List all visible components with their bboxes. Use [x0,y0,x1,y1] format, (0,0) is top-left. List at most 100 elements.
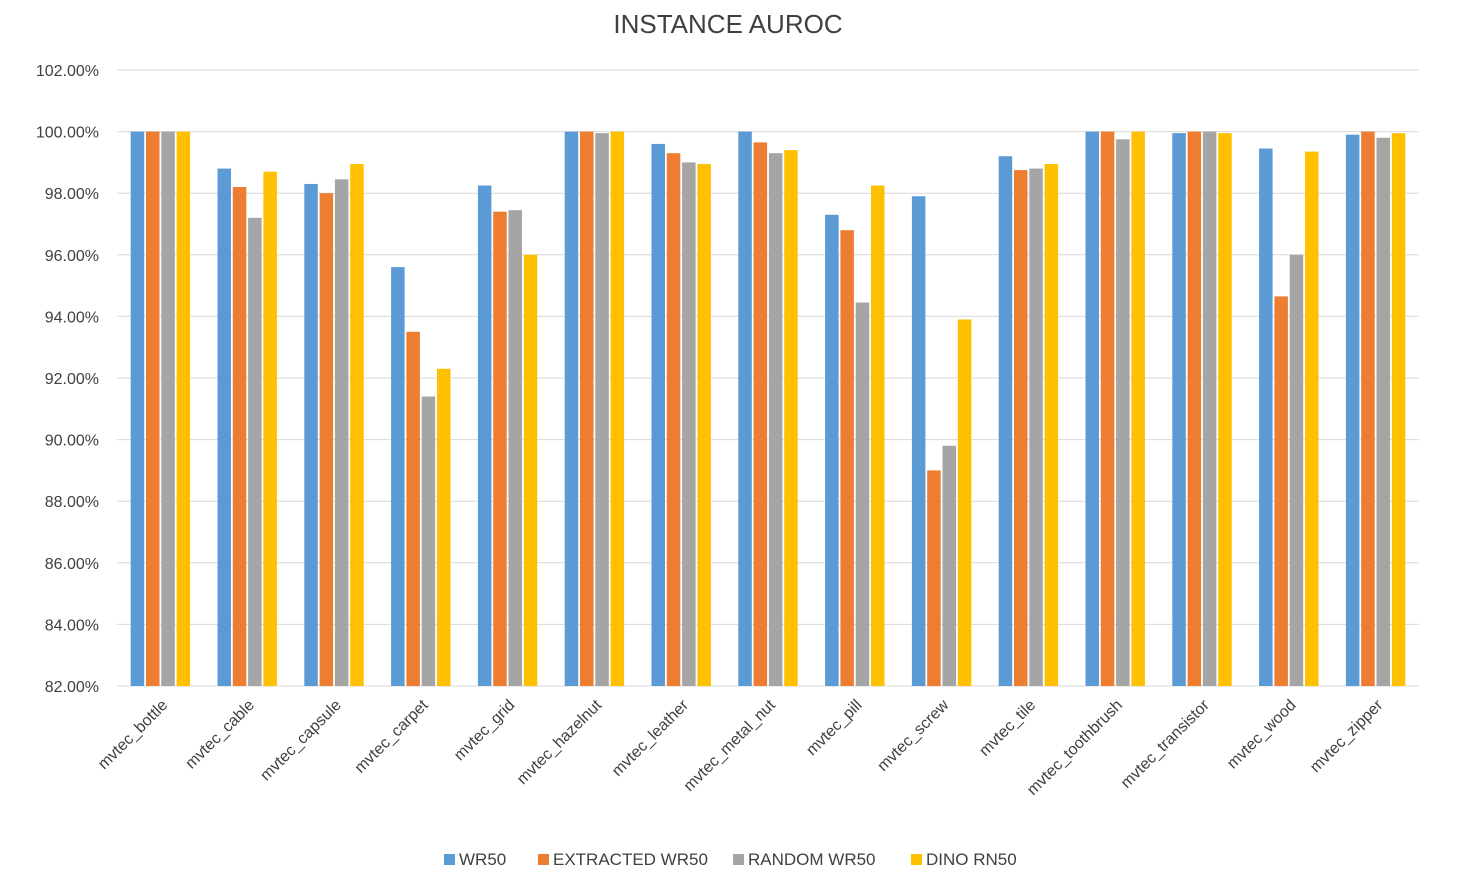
bar-random-wr50-mvtec_metal_nut [768,153,783,686]
x-tick-label: mvtec_tile [976,697,1039,760]
bar-wr50-mvtec_toothbrush [1085,131,1099,687]
bar-extracted-wr50-mvtec_metal_nut [753,142,768,686]
y-tick-label: 100.00% [36,125,99,142]
y-tick-label: 92.00% [45,371,99,388]
x-tick-label: mvtec_capsule [257,697,345,785]
bar-extracted-wr50-mvtec_tile [1014,170,1028,687]
gridlines [117,69,1419,687]
bar-extracted-wr50-mvtec_zipper [1361,131,1375,687]
bar-wr50-mvtec_tile [998,156,1013,687]
bar-wr50-mvtec_hazelnut [564,131,579,687]
y-axis-tick-labels: 82.00% 84.00% 86.00% 88.00% 90.00% 92.00% 94.0… [36,63,99,696]
bar-extracted-wr50-mvtec_cable [232,187,247,687]
bar-wr50-mvtec_bottle [130,131,145,687]
x-tick-label: mvtec_carpet [352,696,432,776]
bar-dino-rn50-mvtec_bottle [176,131,191,687]
bar-random-wr50-mvtec_cable [248,217,262,686]
bar-wr50-mvtec_pill [825,214,839,686]
bar-dino-rn50-mvtec_metal_nut [784,150,798,686]
bar-extracted-wr50-mvtec_wood [1274,296,1288,686]
bar-random-wr50-mvtec_screw [942,445,956,686]
y-tick-label: 90.00% [45,433,99,450]
bar-wr50-mvtec_wood [1259,148,1273,687]
x-tick-label: mvtec_leather [609,696,693,780]
y-tick-label: 96.00% [45,248,99,265]
bar-extracted-wr50-mvtec_transistor [1187,131,1202,687]
bar-wr50-mvtec_zipper [1345,134,1360,686]
bar-random-wr50-mvtec_transistor [1202,131,1217,687]
x-tick-label: mvtec_pill [803,697,865,759]
bar-extracted-wr50-mvtec_capsule [319,193,334,686]
bar-dino-rn50-mvtec_pill [871,185,885,686]
bar-wr50-mvtec_transistor [1172,133,1186,686]
bar-random-wr50-mvtec_carpet [421,396,436,686]
bar-dino-rn50-mvtec_transistor [1218,133,1232,686]
bar-dino-rn50-mvtec_cable [263,171,277,686]
bar-wr50-mvtec_cable [217,168,231,686]
bar-dino-rn50-mvtec_capsule [350,163,364,686]
x-tick-label: mvtec_cable [182,697,258,773]
bar-random-wr50-mvtec_capsule [334,179,349,686]
bar-dino-rn50-mvtec_screw [957,319,972,686]
legend: WR50 EXTRACTED WR50 RANDOM WR50 DINO RN50 [444,850,1017,869]
x-tick-label: mvtec_zipper [1307,696,1387,776]
legend-label: WR50 [459,850,506,869]
y-tick-label: 98.00% [45,186,99,203]
bar-wr50-mvtec_carpet [391,267,405,686]
bars [130,131,1406,687]
y-tick-label: 88.00% [45,494,99,511]
bar-random-wr50-mvtec_zipper [1376,137,1390,686]
y-tick-label: 102.00% [36,63,99,80]
bar-random-wr50-mvtec_pill [855,302,870,686]
bar-wr50-mvtec_grid [477,185,492,686]
bar-dino-rn50-mvtec_zipper [1391,133,1406,686]
x-tick-label: mvtec_screw [874,696,952,774]
bar-wr50-mvtec_capsule [304,183,318,686]
bar-wr50-mvtec_leather [651,143,665,687]
legend-swatch [911,854,922,865]
bar-extracted-wr50-mvtec_screw [927,470,941,686]
bar-extracted-wr50-mvtec_pill [840,230,854,686]
bar-extracted-wr50-mvtec_grid [493,211,507,686]
x-tick-label: mvtec_hazelnut [514,696,606,788]
legend-label: RANDOM WR50 [748,850,876,869]
y-tick-label: 94.00% [45,309,99,326]
legend-label: DINO RN50 [926,850,1017,869]
bar-random-wr50-mvtec_leather [682,162,696,686]
bar-random-wr50-mvtec_grid [508,210,522,686]
bar-extracted-wr50-mvtec_carpet [406,331,420,686]
bar-random-wr50-mvtec_bottle [161,131,175,687]
bar-extracted-wr50-mvtec_bottle [146,131,160,687]
bar-extracted-wr50-mvtec_hazelnut [580,131,594,687]
bar-dino-rn50-mvtec_hazelnut [610,131,625,687]
bar-dino-rn50-mvtec_leather [697,163,711,686]
bar-dino-rn50-mvtec_tile [1044,163,1059,686]
y-tick-label: 84.00% [45,617,99,634]
y-tick-label: 82.00% [45,679,99,696]
bar-extracted-wr50-mvtec_toothbrush [1100,131,1115,687]
x-tick-label: mvtec_metal_nut [681,696,780,795]
bar-random-wr50-mvtec_toothbrush [1116,139,1130,687]
legend-swatch [444,854,455,865]
legend-label: EXTRACTED WR50 [553,850,708,869]
bar-dino-rn50-mvtec_toothbrush [1131,131,1145,687]
bar-wr50-mvtec_metal_nut [738,131,752,687]
bar-dino-rn50-mvtec_grid [523,254,538,687]
y-tick-label: 86.00% [45,556,99,573]
x-tick-label: mvtec_wood [1224,697,1300,773]
bar-extracted-wr50-mvtec_leather [666,153,681,686]
bar-random-wr50-mvtec_hazelnut [595,133,609,686]
bar-wr50-mvtec_screw [911,196,926,686]
bar-random-wr50-mvtec_wood [1289,254,1304,687]
x-tick-label: mvtec_transistor [1118,696,1213,791]
bar-dino-rn50-mvtec_carpet [437,368,451,686]
bar-dino-rn50-mvtec_wood [1305,151,1319,686]
legend-swatch [733,854,744,865]
legend-swatch [538,854,549,865]
chart-title: INSTANCE AUROC [613,9,842,39]
x-tick-label: mvtec_grid [451,697,518,764]
x-tick-label: mvtec_toothbrush [1024,697,1126,799]
x-axis-category-labels: mvtec_bottle mvtec_cable mvtec_capsule mvte… [95,696,1387,798]
